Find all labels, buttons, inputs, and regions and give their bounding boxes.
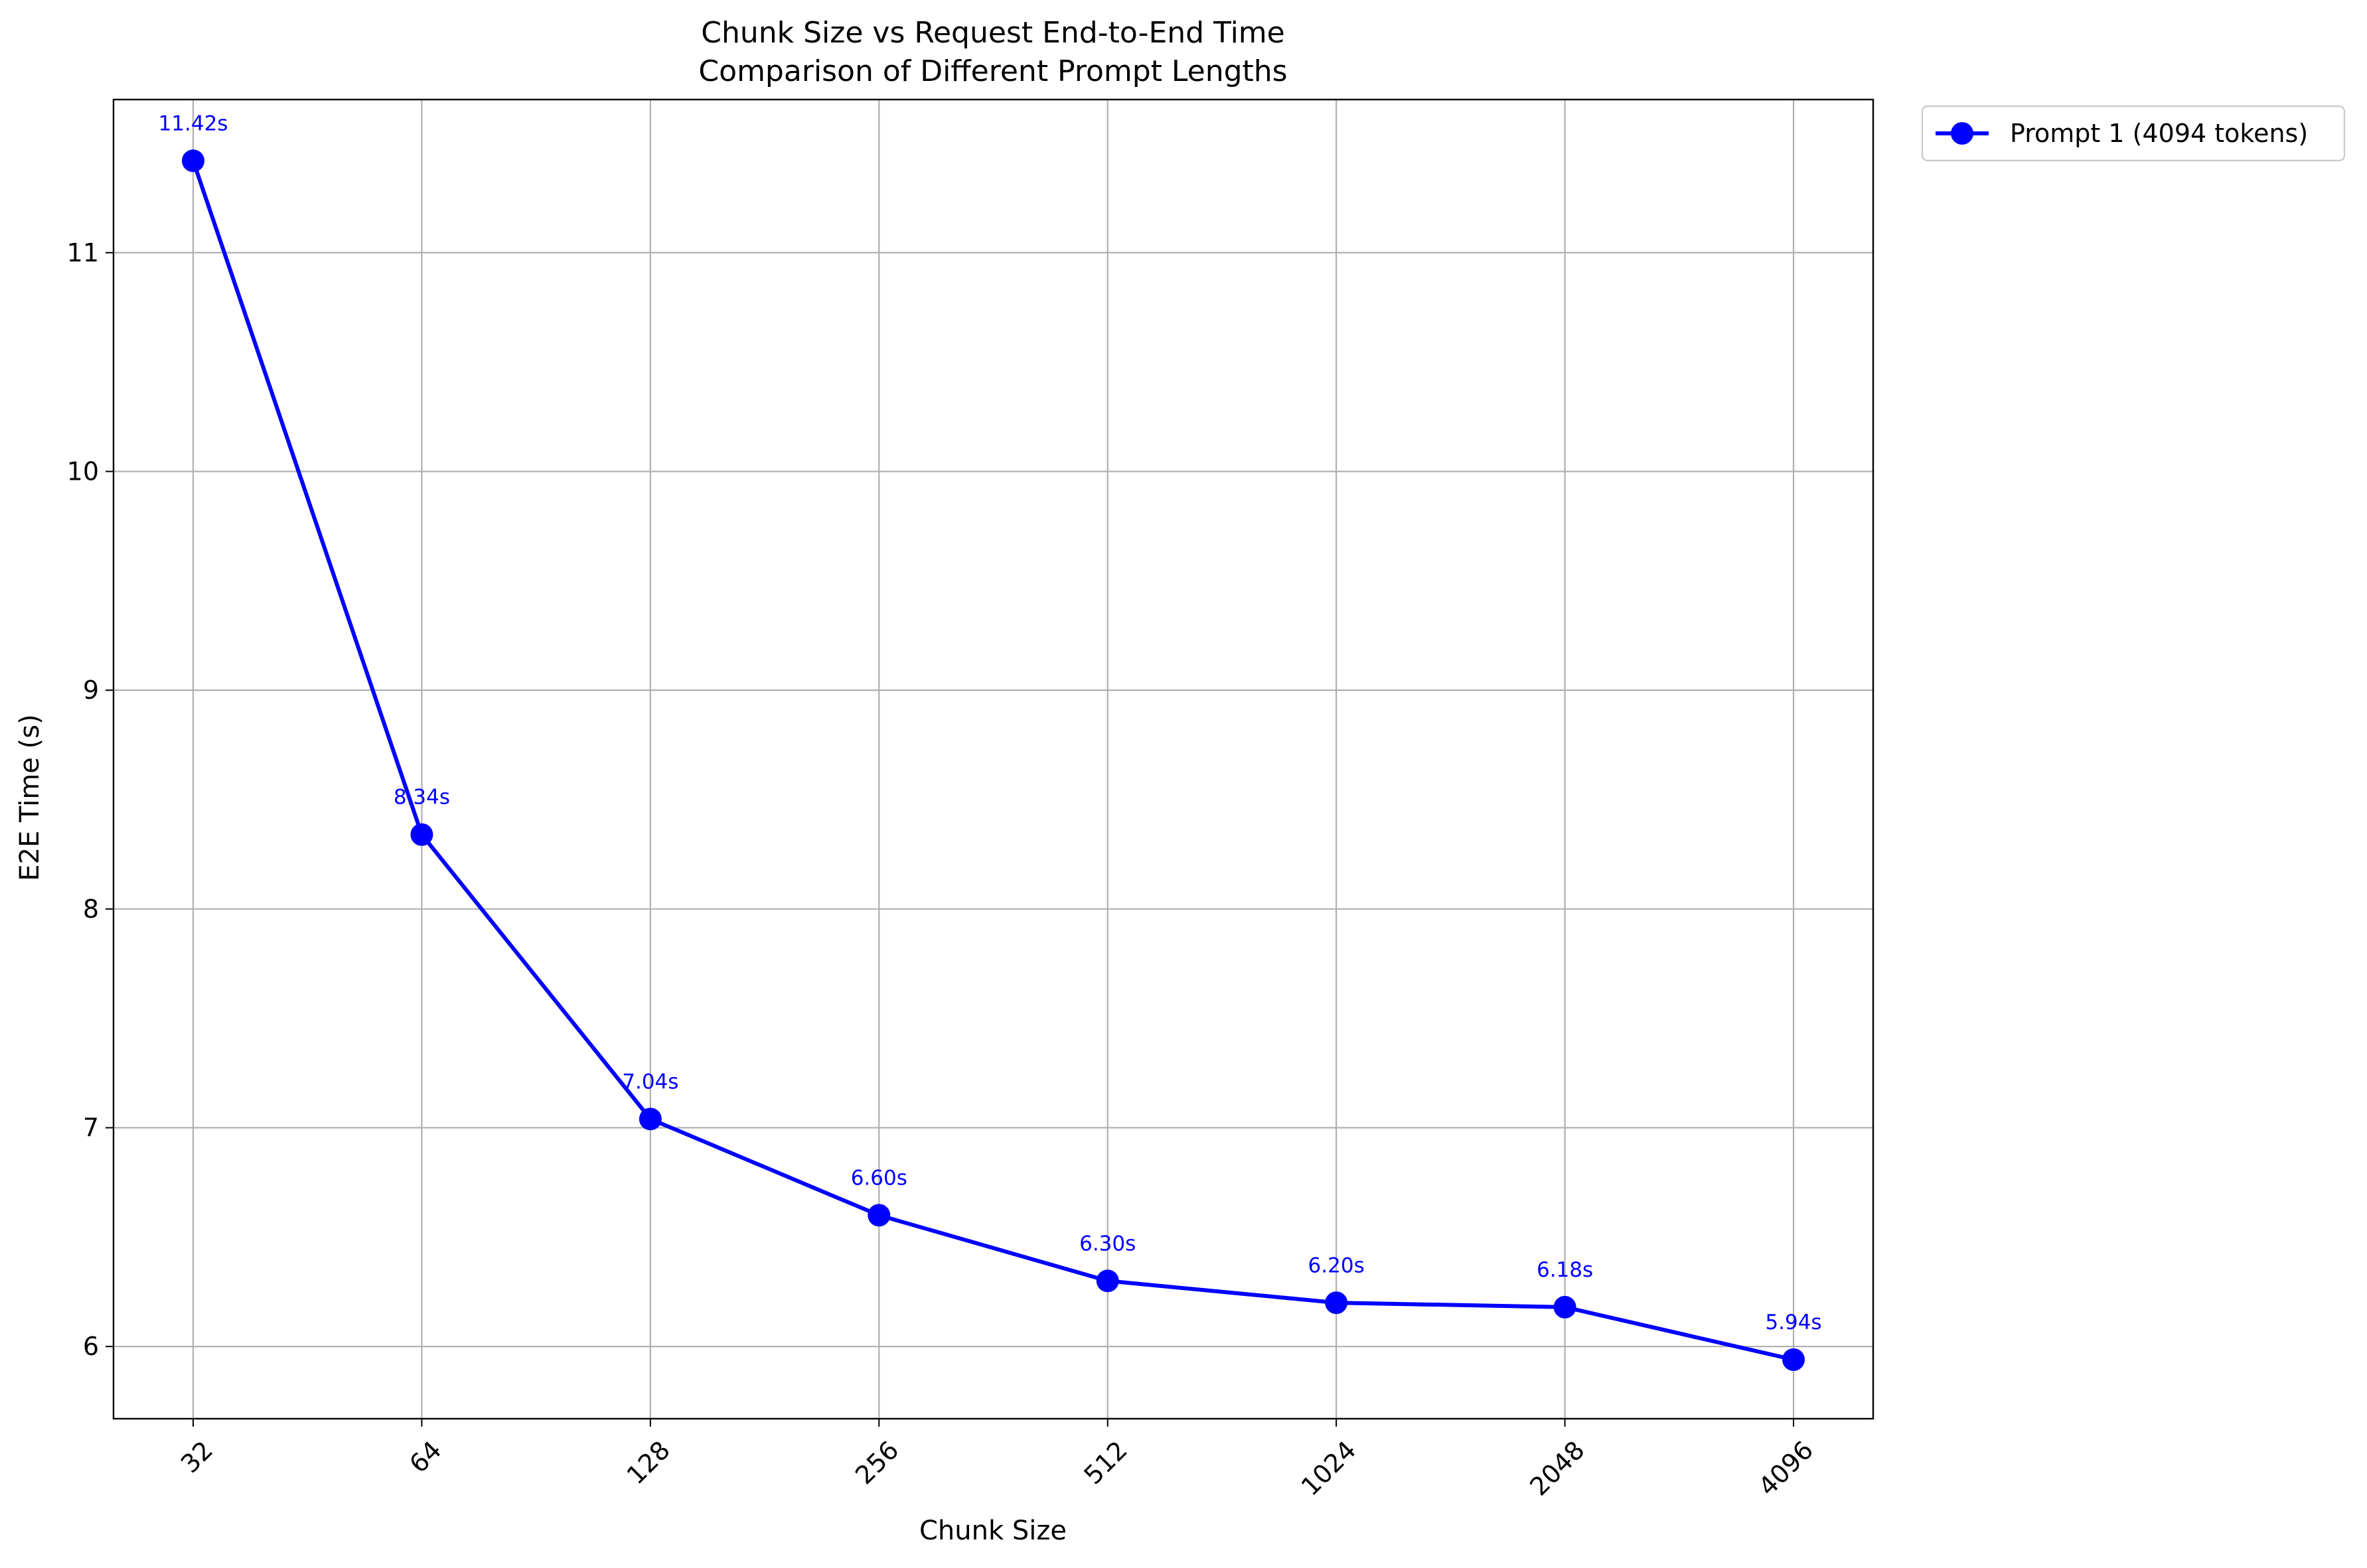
data-point <box>1553 1295 1576 1319</box>
y-tick-label: 8 <box>83 894 99 924</box>
data-label: 6.30s <box>1079 1232 1136 1255</box>
legend: Prompt 1 (4094 tokens) <box>1921 105 2346 162</box>
data-label: 8.34s <box>394 786 450 810</box>
y-tick-label: 11 <box>67 238 99 267</box>
series-layer <box>182 149 1805 1371</box>
data-point <box>1782 1348 1805 1371</box>
data-label: 6.60s <box>851 1166 907 1190</box>
data-point <box>639 1107 662 1131</box>
data-point <box>1096 1269 1119 1293</box>
legend-marker <box>1951 122 1973 145</box>
data-point <box>1325 1291 1348 1315</box>
data-point <box>410 823 433 846</box>
data-point <box>868 1204 891 1227</box>
chart-title: Chunk Size vs Request End-to-End Time <box>701 16 1284 50</box>
data-label: 5.94s <box>1765 1311 1821 1334</box>
y-tick-label: 10 <box>67 457 99 486</box>
legend-label: Prompt 1 (4094 tokens) <box>2010 119 2308 148</box>
y-tick-label: 7 <box>83 1113 99 1143</box>
data-labels: 11.42s 8.34s 7.04s 6.60s 6.30s 6.20s 6.18s 5.94… <box>159 111 1822 1334</box>
series-line <box>191 159 1795 1362</box>
data-label: 11.42s <box>159 111 228 135</box>
grid <box>114 100 1873 1419</box>
data-label: 6.18s <box>1537 1258 1593 1282</box>
data-point <box>182 149 204 173</box>
y-axis-label: E2E Time (s) <box>15 714 45 881</box>
chart-subtitle: Comparison of Different Prompt Lengths <box>698 54 1287 88</box>
y-tick-label: 9 <box>83 676 99 705</box>
legend-box <box>1921 105 2346 162</box>
data-label: 6.20s <box>1308 1253 1365 1277</box>
y-tick-label: 6 <box>83 1332 99 1361</box>
plot-frame <box>112 98 1874 1420</box>
x-axis-label: Chunk Size <box>919 1516 1067 1546</box>
data-label: 7.04s <box>622 1070 678 1094</box>
